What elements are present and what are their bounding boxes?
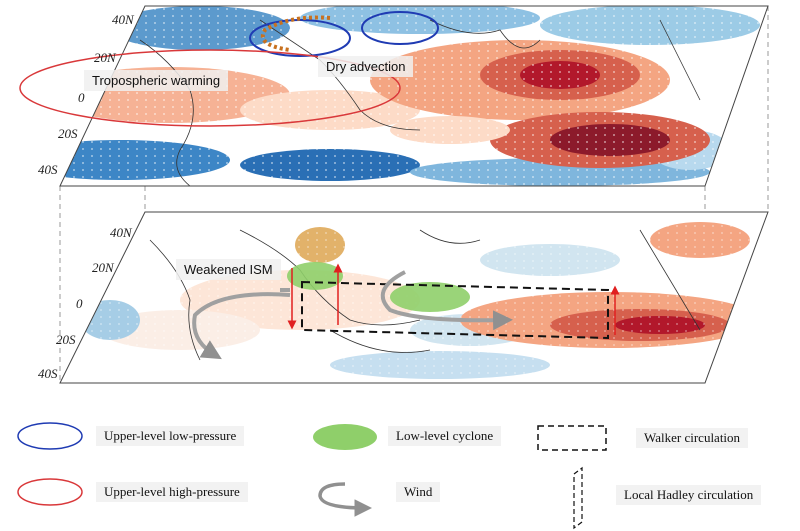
bottom-lat-20s: 20S (56, 332, 76, 347)
top-lat-20n: 20N (94, 50, 116, 65)
wind-arrow (192, 292, 291, 360)
legend-wind-label: Wind (396, 482, 441, 502)
legend-walker-label: Walker circulation (636, 428, 749, 448)
top-map-panel (19, 5, 769, 187)
legend-upper-high-icon (17, 478, 83, 506)
top-lat-40s: 40S (38, 162, 58, 177)
bottom-lat-40s: 40S (38, 366, 58, 381)
weakened-ism-label: Weakened ISM (176, 259, 281, 280)
legend-hadley-icon (573, 466, 583, 530)
legend-cyclone-icon (313, 424, 377, 450)
top-lat-40n: 40N (112, 12, 134, 27)
legend-walker-icon (537, 425, 607, 451)
low-level-cyclone-icon (287, 262, 343, 290)
dry-advection-label: Dry advection (318, 56, 414, 77)
bottom-lat-40n: 40N (110, 225, 132, 240)
dry-advection-arrow (260, 15, 331, 52)
bottom-lat-0: 0 (76, 296, 83, 311)
legend-upper-low-icon (17, 422, 83, 450)
tropospheric-warming-label: Tropospheric warming (84, 70, 229, 91)
upper-high-pressure-icon (19, 49, 401, 127)
wind-arrow (380, 270, 513, 331)
bottom-map-panel (59, 211, 769, 384)
legend-upper-low-label: Upper-level low-pressure (96, 426, 245, 446)
legend-wind-icon (318, 482, 372, 517)
legend-cyclone-label: Low-level cyclone (388, 426, 502, 446)
walker-circulation-box (301, 280, 609, 340)
low-level-cyclone-icon (390, 282, 470, 312)
top-lat-20s: 20S (58, 126, 78, 141)
bottom-lat-20n: 20N (92, 260, 114, 275)
legend-upper-high-label: Upper-level high-pressure (96, 482, 248, 502)
upper-low-pressure-icon (361, 11, 439, 45)
legend (17, 422, 607, 530)
top-lat-0: 0 (78, 90, 85, 105)
legend-hadley-label: Local Hadley circulation (616, 485, 762, 505)
